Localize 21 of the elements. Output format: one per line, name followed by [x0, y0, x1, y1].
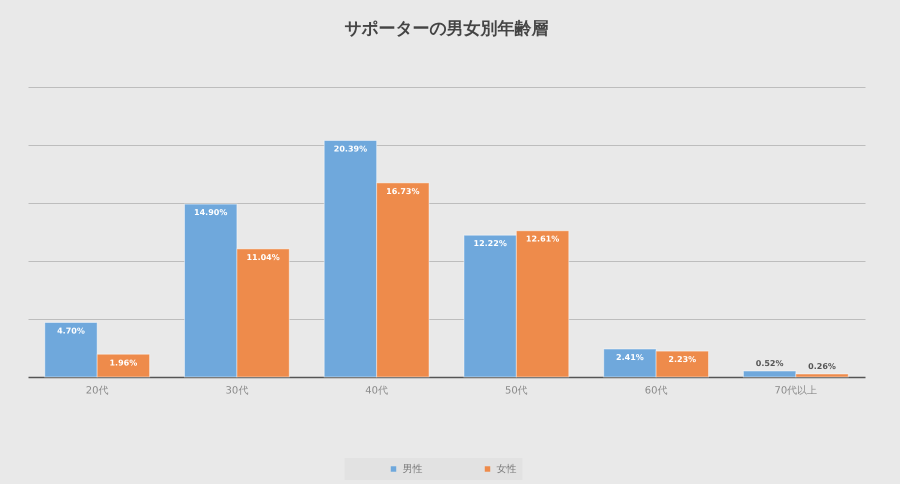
- data-label: 4.70%: [57, 326, 85, 336]
- data-label: 20.39%: [334, 144, 368, 154]
- data-label: 14.90%: [194, 208, 228, 218]
- x-tick-label: 20代: [86, 386, 109, 396]
- x-tick-label: 60代: [644, 386, 668, 396]
- legend-label: 女性: [496, 463, 516, 475]
- data-label: 1.96%: [109, 358, 138, 368]
- x-tick-label: 30代: [226, 386, 248, 396]
- legend-label: 男性: [402, 463, 422, 475]
- x-tick-label: 70代以上: [774, 384, 818, 396]
- data-label: 11.04%: [246, 252, 280, 262]
- data-label: 12.61%: [526, 234, 560, 244]
- data-label: 2.23%: [668, 355, 696, 364]
- x-tick-label: 50代: [505, 386, 528, 396]
- x-tick-label: 40代: [365, 386, 388, 396]
- data-label: 16.73%: [386, 186, 420, 196]
- data-label: 2.41%: [616, 353, 644, 362]
- data-label: 0.26%: [808, 362, 836, 371]
- chart-title: サポーターの男女別年齢層: [344, 19, 548, 39]
- data-label: 12.22%: [474, 239, 507, 248]
- data-label: 0.52%: [756, 358, 784, 368]
